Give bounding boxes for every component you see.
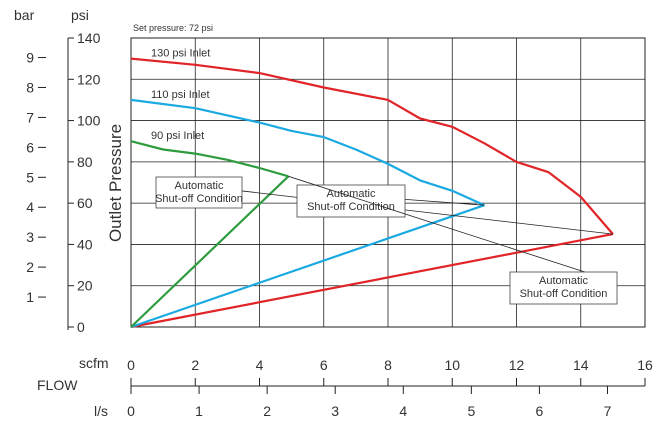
scfm-tick-label: 10 <box>444 357 460 373</box>
bar-tick-label: 7 <box>26 109 34 125</box>
bar-tick-label: 3 <box>26 229 34 245</box>
ls-tick-label: 5 <box>467 403 475 419</box>
psi-unit-label: psi <box>71 7 89 23</box>
flow-label: FLOW <box>37 377 78 393</box>
series-line-upper <box>130 57 614 235</box>
scfm-tick-label: 14 <box>573 357 589 373</box>
ls-axis: 0 1 2 3 4 5 6 7 <box>127 386 612 419</box>
annotation-leader <box>404 199 485 206</box>
annotation-box <box>296 184 406 218</box>
psi-tick-label: 0 <box>77 319 85 335</box>
series-line-upper <box>130 98 485 207</box>
series-2: 90 psi Inlet <box>130 130 290 328</box>
series-label: 90 psi Inlet <box>151 130 204 142</box>
bar-tick-label: 1 <box>26 289 34 305</box>
series-line-lower <box>130 233 614 329</box>
psi-axis: 0 20 40 60 80 100 120 140 <box>67 30 101 335</box>
series-line-lower <box>130 204 485 329</box>
set-pressure-note: Set pressure: 72 psi <box>133 23 213 33</box>
series-label: 110 psi Inlet <box>151 89 210 101</box>
annotation-text: Shut-off Condition <box>307 201 395 213</box>
series-label: 130 psi Inlet <box>151 48 210 60</box>
ls-tick-label: 2 <box>263 403 271 419</box>
scfm-tick-label: 16 <box>637 357 653 373</box>
scfm-tick-label: 12 <box>509 357 525 373</box>
scfm-tick-label: 0 <box>127 357 135 373</box>
ls-tick-label: 0 <box>127 403 135 419</box>
series-1: 110 psi Inlet <box>130 89 485 329</box>
series-line-upper <box>130 140 289 178</box>
bar-unit-label: bar <box>14 7 35 23</box>
bar-tick-label: 2 <box>26 259 34 275</box>
series-layer: 130 psi Inlet 110 psi Inlet 90 psi Inlet <box>130 48 614 329</box>
ls-tick-label: 6 <box>536 403 544 419</box>
psi-tick-label: 80 <box>77 154 93 170</box>
y-axis-title: Outlet Pressure <box>106 124 125 242</box>
annotation-box <box>509 271 618 305</box>
psi-tick-label: 60 <box>77 195 93 211</box>
annotation-text: Shut-off Condition <box>155 193 243 205</box>
ls-unit-label: l/s <box>94 403 108 419</box>
ls-tick-label: 7 <box>604 403 612 419</box>
bar-tick-label: 4 <box>26 199 34 215</box>
psi-tick-label: 40 <box>77 236 93 252</box>
ls-tick-label: 3 <box>331 403 339 419</box>
psi-tick-label: 140 <box>77 30 101 46</box>
series-0: 130 psi Inlet <box>130 48 614 329</box>
bar-tick-label: 8 <box>26 79 34 95</box>
bar-tick-label: 5 <box>26 169 34 185</box>
psi-tick-label: 120 <box>77 71 101 87</box>
psi-tick-label: 20 <box>77 278 93 294</box>
bar-tick-label: 9 <box>26 50 34 66</box>
scfm-tick-label: 6 <box>320 357 328 373</box>
bar-tick-label: 6 <box>26 139 34 155</box>
ls-tick-label: 4 <box>399 403 407 419</box>
scfm-axis: 0 2 4 6 8 10 12 14 16 <box>127 357 653 386</box>
series-line-lower <box>130 175 290 328</box>
bar-axis: 1 2 3 4 5 6 7 8 9 <box>26 50 46 305</box>
scfm-tick-label: 4 <box>256 357 264 373</box>
scfm-tick-label: 2 <box>191 357 199 373</box>
scfm-tick-label: 8 <box>384 357 392 373</box>
scfm-unit-label: scfm <box>79 355 109 371</box>
annotation-text: Automatic <box>327 188 376 200</box>
annotation-text: Shut-off Condition <box>520 288 608 300</box>
annotation-text: Automatic <box>175 180 224 192</box>
ls-tick-label: 1 <box>195 403 203 419</box>
annotation-box <box>155 176 243 209</box>
annotation-text: Automatic <box>539 275 588 287</box>
psi-tick-label: 100 <box>77 113 101 129</box>
annotation-leader <box>288 175 586 273</box>
